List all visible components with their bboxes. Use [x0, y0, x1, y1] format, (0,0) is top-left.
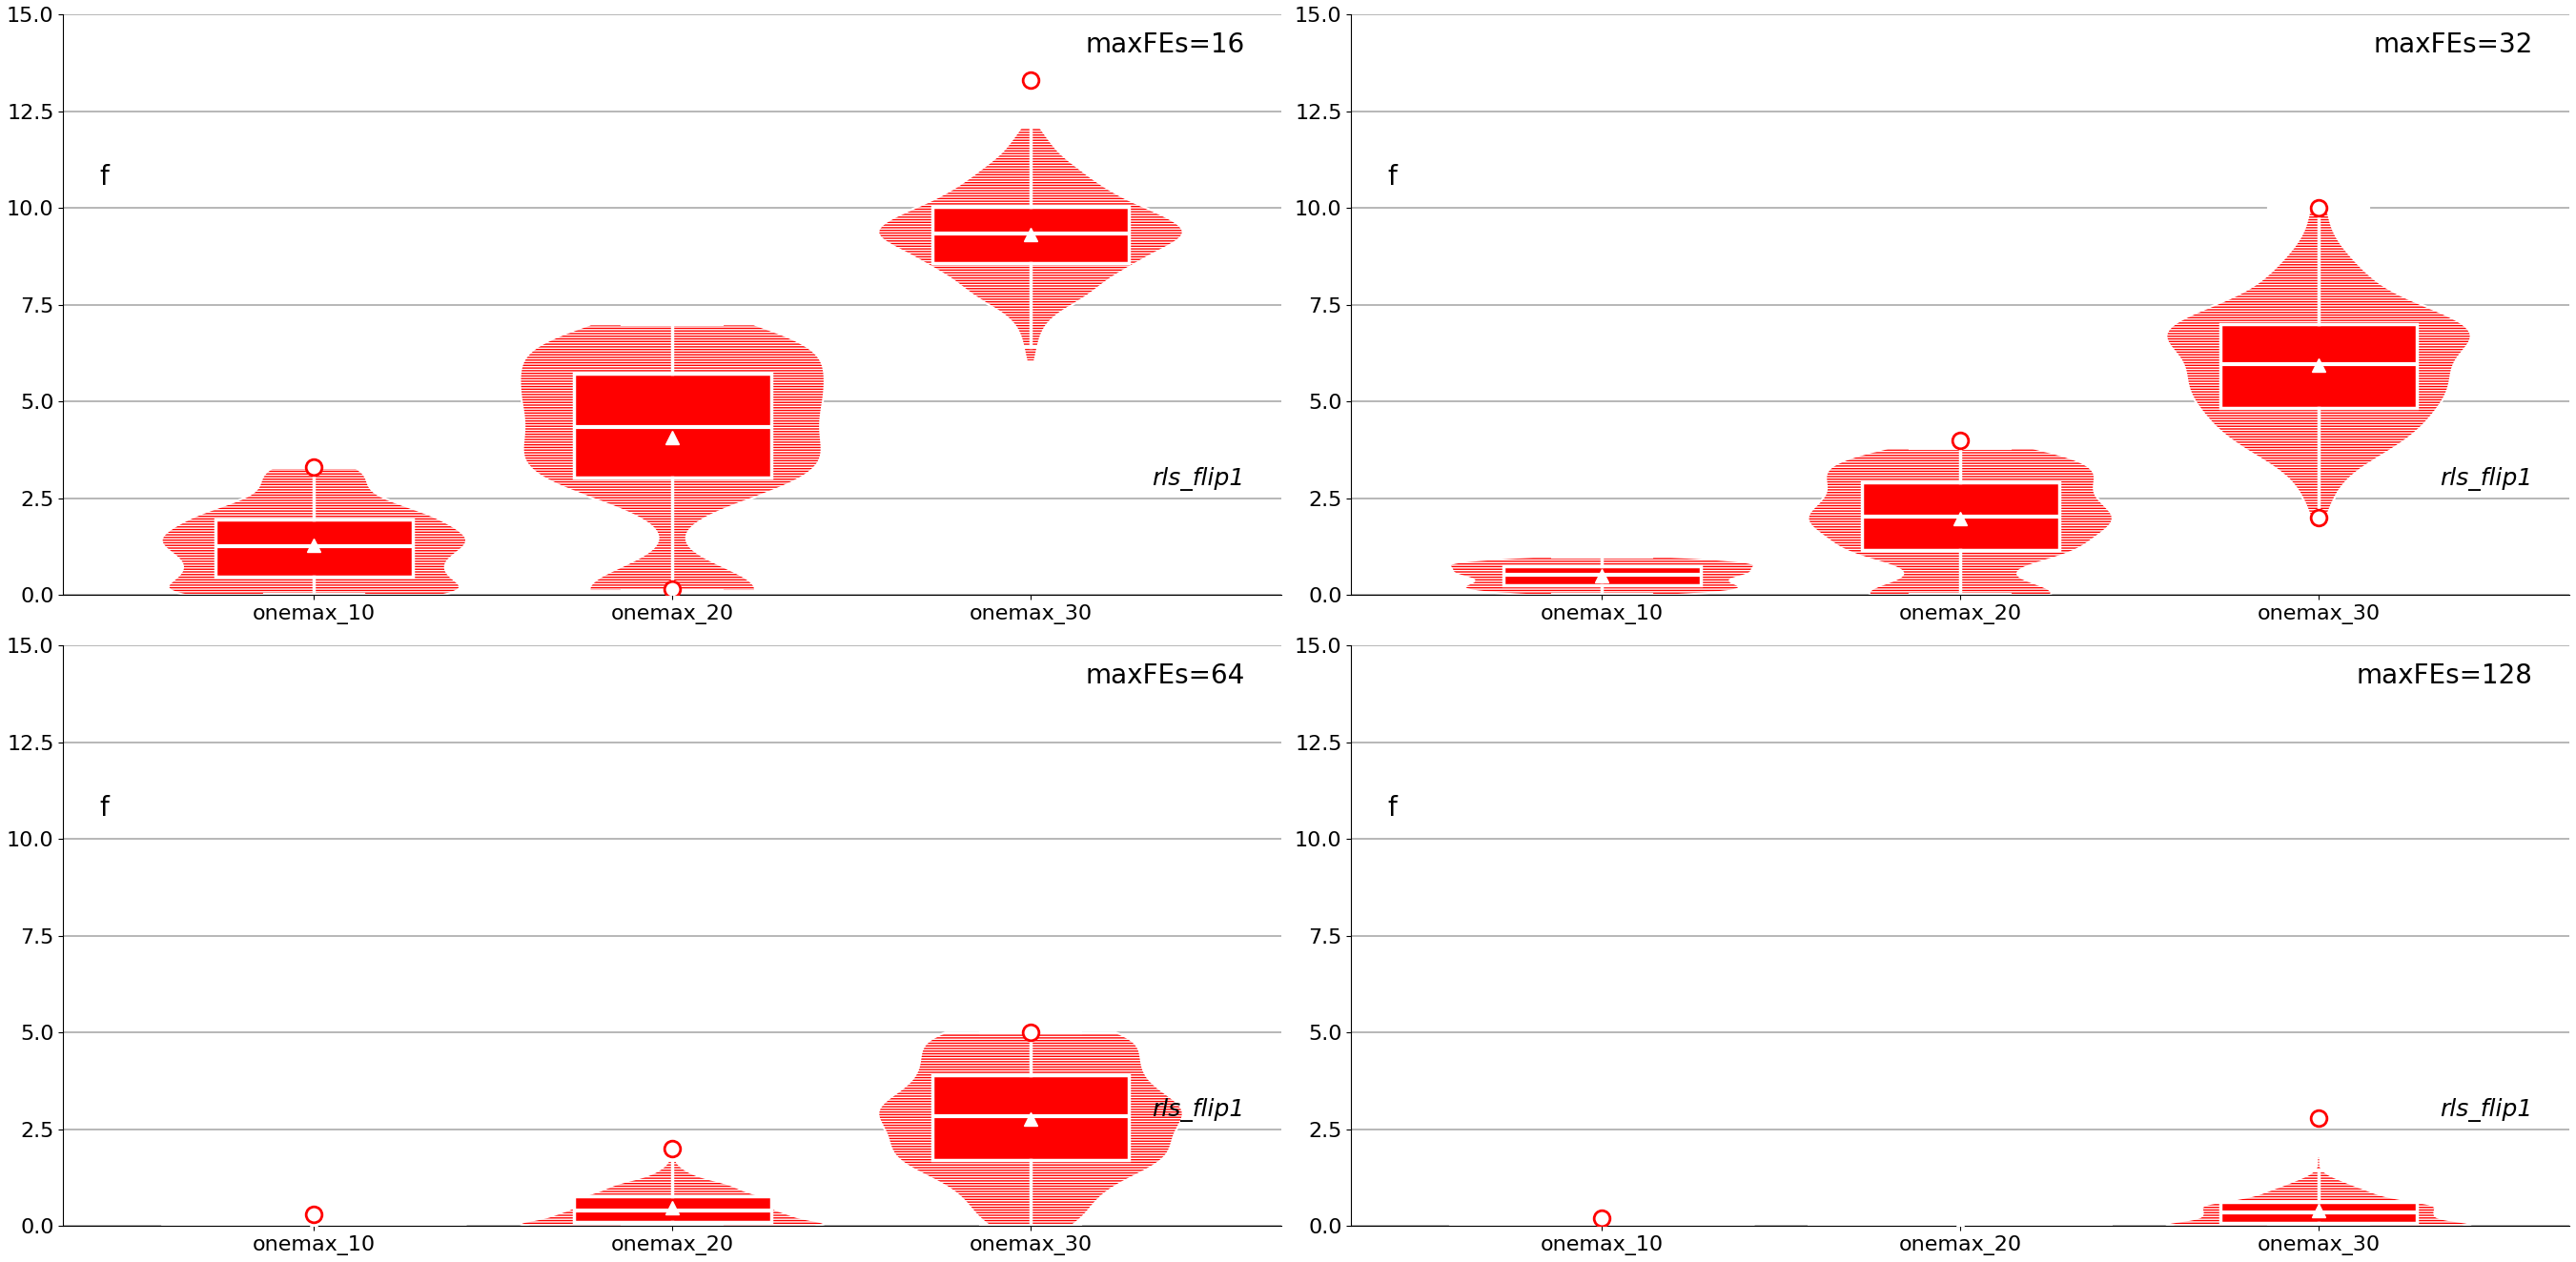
Text: rls_flip1: rls_flip1 — [1151, 1098, 1244, 1122]
Text: maxFEs=16: maxFEs=16 — [1084, 32, 1244, 58]
PathPatch shape — [1862, 482, 2058, 550]
PathPatch shape — [216, 519, 412, 577]
Text: f: f — [100, 795, 108, 822]
PathPatch shape — [2221, 323, 2416, 408]
PathPatch shape — [2221, 1201, 2416, 1223]
PathPatch shape — [574, 1196, 770, 1223]
Text: maxFEs=32: maxFEs=32 — [2372, 32, 2532, 58]
PathPatch shape — [933, 207, 1128, 262]
Text: rls_flip1: rls_flip1 — [1151, 467, 1244, 491]
PathPatch shape — [1504, 565, 1700, 586]
Text: f: f — [1388, 164, 1396, 191]
PathPatch shape — [574, 374, 770, 477]
Text: maxFEs=128: maxFEs=128 — [2357, 663, 2532, 689]
Text: rls_flip1: rls_flip1 — [2439, 1098, 2532, 1122]
Text: rls_flip1: rls_flip1 — [2439, 467, 2532, 491]
PathPatch shape — [933, 1075, 1128, 1160]
Text: f: f — [100, 164, 108, 191]
Text: maxFEs=64: maxFEs=64 — [1084, 663, 1244, 689]
Text: f: f — [1388, 795, 1396, 822]
